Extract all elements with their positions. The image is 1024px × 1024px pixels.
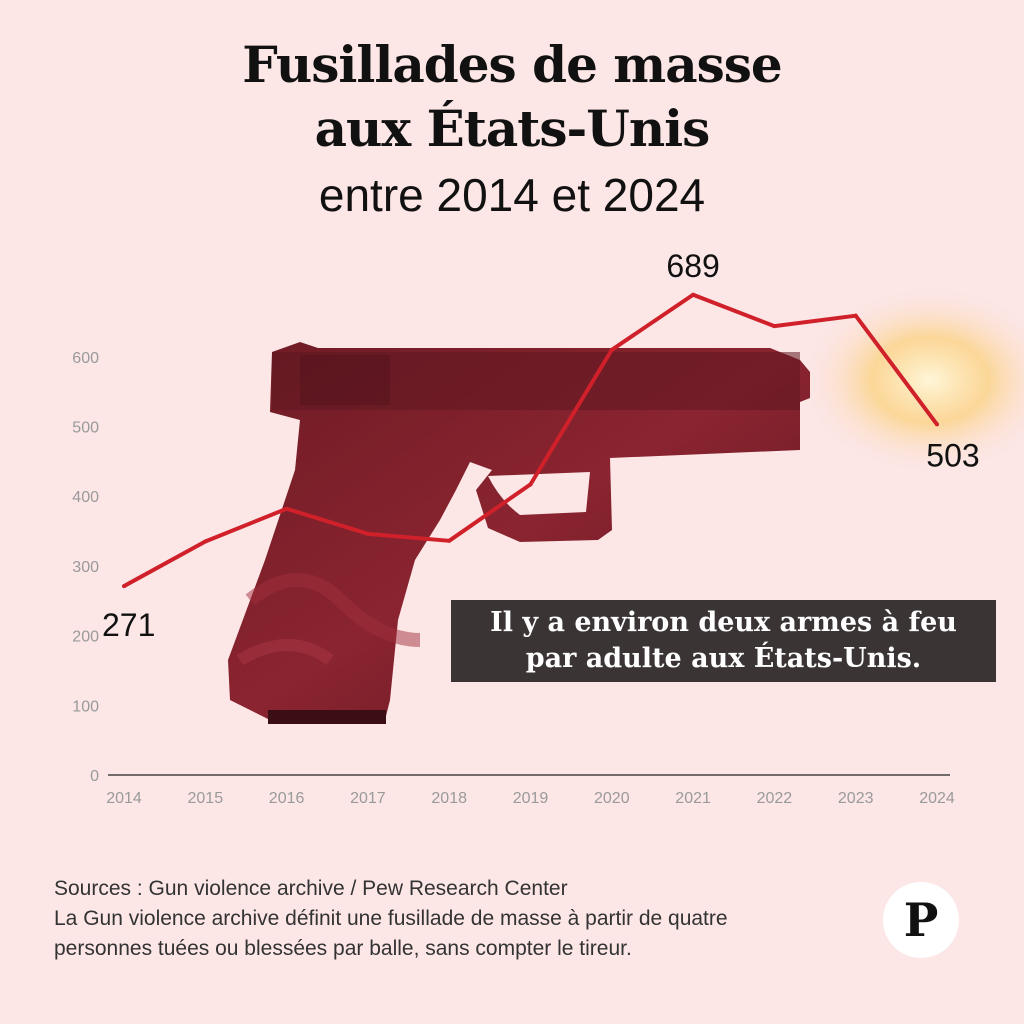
x-tick-label: 2019 [513, 790, 549, 807]
y-tick-label: 300 [72, 559, 99, 576]
y-tick-label: 500 [72, 420, 99, 437]
data-point [447, 538, 452, 543]
data-point [203, 539, 208, 544]
y-tick-label: 100 [72, 698, 99, 715]
x-tick-label: 2015 [188, 790, 224, 807]
annotation-box: Il y a environ deux armes à feu par adul… [451, 600, 996, 682]
data-point [853, 313, 858, 318]
annotation-line-2: par adulte aux États-Unis. [525, 643, 922, 674]
x-tick-label: 2016 [269, 790, 305, 807]
data-point [122, 584, 126, 589]
data-point [284, 506, 289, 511]
chart-title-line-2: aux États-Unis [314, 99, 711, 158]
x-axis: 2014 2015 2016 2017 2018 2019 2020 2021 2022 2023… [106, 790, 955, 807]
muzzle-flash-icon [800, 285, 1024, 475]
x-tick-label: 2014 [106, 790, 142, 807]
y-tick-label: 600 [72, 350, 99, 367]
x-tick-label: 2017 [350, 790, 386, 807]
data-label: 271 [102, 607, 155, 643]
data-point [772, 324, 777, 329]
source-line-2: La Gun violence archive définit une fusi… [54, 907, 728, 930]
source-line-3: personnes tuées ou blessées par balle, s… [54, 937, 632, 960]
pistol-icon [228, 342, 810, 724]
y-axis: 0 100 200 300 400 500 600 [72, 350, 99, 785]
x-tick-label: 2023 [838, 790, 874, 807]
data-point [691, 292, 696, 297]
chart-title-line-1: Fusillades de masse [242, 35, 782, 94]
x-tick-label: 2020 [594, 790, 630, 807]
y-tick-label: 0 [90, 768, 99, 785]
annotation-line-1: Il y a environ deux armes à feu [490, 607, 957, 638]
publisher-logo: P [883, 882, 959, 958]
data-point [935, 422, 939, 427]
data-label: 503 [926, 437, 979, 473]
data-point [365, 531, 370, 536]
x-tick-label: 2022 [757, 790, 793, 807]
x-tick-label: 2024 [919, 790, 955, 807]
data-point [609, 347, 614, 352]
source-line-1: Sources : Gun violence archive / Pew Res… [54, 877, 568, 900]
data-point [528, 482, 533, 487]
x-tick-label: 2021 [675, 790, 711, 807]
y-tick-label: 200 [72, 629, 99, 646]
chart-subtitle: entre 2014 et 2024 [318, 169, 706, 221]
data-label: 689 [666, 248, 719, 284]
y-tick-label: 400 [72, 489, 99, 506]
x-tick-label: 2018 [431, 790, 467, 807]
